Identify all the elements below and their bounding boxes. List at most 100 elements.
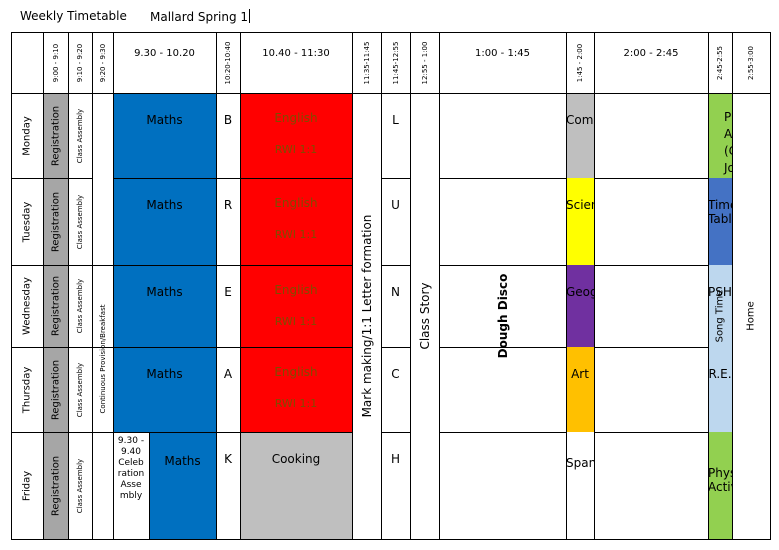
grid-line	[381, 432, 410, 433]
assembly-label: Class Assembly	[76, 108, 84, 163]
header-time-t7: 11:35-11:45	[362, 41, 371, 84]
maths-label: Maths	[146, 198, 183, 212]
afternoon2-subject-label: PSHE	[708, 285, 732, 299]
grid-line	[410, 32, 411, 539]
header-time-t3: 9:20 - 9:30	[98, 43, 107, 82]
break-cell: R	[216, 178, 240, 265]
grid-line	[11, 347, 92, 348]
afternoon-subject-label: Spanish	[566, 456, 594, 470]
celebration-assembly-label: 9.30 - 9.40 Celeb ration Asse mbly	[117, 436, 145, 501]
lunch-letter: L	[392, 113, 399, 127]
registration-label: Registration	[50, 191, 61, 252]
day-label: Wednesday	[21, 277, 33, 335]
header-t14: 2:55-3:00	[732, 32, 770, 93]
grid-line	[708, 32, 709, 539]
grid-line	[149, 432, 150, 539]
assembly-label: Class Assembly	[76, 362, 84, 417]
header-t6: 10.40 - 11:30	[240, 32, 352, 93]
continuous-provision-cell: Continuous Provision/Breakfast	[92, 178, 113, 539]
header-t7: 11:35-11:45	[352, 32, 381, 93]
grid-line	[92, 265, 113, 266]
header-t1: 9:00 - 9:10	[43, 32, 68, 93]
dough-disco-cell: Dough Disco	[439, 93, 566, 539]
grid-line	[240, 32, 241, 539]
grid-line	[113, 347, 352, 348]
registration-cell: Registration	[43, 265, 68, 347]
header-time-t5: 10:20-10:40	[224, 41, 232, 84]
day-cell: Wednesday	[11, 265, 43, 347]
registration-label: Registration	[50, 105, 61, 166]
timetable-title: Weekly Timetable Mallard Spring 1	[20, 9, 251, 24]
break-cell: E	[216, 265, 240, 347]
afternoon2-subject-cell: Physical Activity	[708, 432, 732, 539]
celebration-assembly-cell: 9.30 - 9.40 Celeb ration Asse mbly	[113, 432, 149, 539]
song-time-cell: Song Time	[708, 93, 732, 539]
grid-line	[381, 32, 382, 539]
header-t5: 10:20-10:40	[216, 32, 240, 93]
maths-cell: Maths	[113, 178, 216, 265]
english-cell: English RWI 1:1	[240, 347, 352, 432]
registration-cell: Registration	[43, 347, 68, 432]
afternoon2-subject-cell: Times Tables	[708, 178, 732, 265]
registration-cell: Registration	[43, 432, 68, 539]
day-label: Monday	[21, 115, 33, 156]
rwi-label: RWI 1:1	[274, 315, 318, 328]
grid-line	[11, 32, 12, 539]
grid-line	[113, 432, 352, 433]
break-cell: A	[216, 347, 240, 432]
grid-line	[113, 178, 352, 179]
grid-line	[594, 178, 708, 179]
grid-line	[594, 265, 708, 266]
grid-line	[594, 347, 708, 348]
grid-line	[566, 32, 567, 539]
grid-line	[11, 93, 771, 94]
maths-label: Maths	[146, 285, 183, 299]
day-cell: Monday	[11, 93, 43, 178]
song-time-label: Song Time	[714, 289, 726, 343]
assembly-cell: Class Assembly	[68, 432, 92, 539]
grid-line	[92, 32, 93, 539]
grid-line	[439, 265, 566, 266]
maths-cell: Maths	[113, 93, 216, 178]
header-time-t11: 1:45 - 2:00	[576, 43, 584, 82]
afternoon-subject-cell: Science	[566, 178, 594, 265]
grid-line	[92, 347, 113, 348]
assembly-cell: Class Assembly	[68, 178, 92, 265]
registration-label: Registration	[50, 359, 61, 420]
english-label: English	[274, 365, 318, 379]
grid-line	[594, 32, 595, 539]
break-letter: R	[223, 198, 233, 212]
day-label: Tuesday	[21, 201, 33, 242]
afternoon2-subject-cell: R.E.	[708, 347, 732, 432]
day-label: Friday	[21, 470, 33, 501]
header-time-t8: 11:45-12:55	[391, 41, 400, 84]
break-letter: A	[223, 367, 233, 381]
header-time-t2: 9:10 - 9:20	[76, 43, 84, 82]
afternoon2-subject-cell: PSHE	[708, 265, 732, 347]
english-label: English	[274, 196, 318, 210]
header-t13: 2:45-2:55	[708, 32, 732, 93]
grid-line	[113, 32, 114, 539]
english-label: English	[274, 283, 318, 297]
home-cell: Home	[732, 93, 770, 539]
afternoon-subject-cell: Art	[566, 347, 594, 432]
grid-line	[11, 432, 92, 433]
lunch-cell: H	[381, 432, 410, 539]
header-time-t10: 1:00 - 1:45	[475, 48, 530, 59]
continuous-provision-label: Continuous Provision/Breakfast	[98, 304, 107, 413]
cooking-cell: Cooking	[240, 432, 352, 539]
afternoon-subject-cell: Geography	[566, 265, 594, 347]
afternoon2-subject-label: Physical Activity (Commando Joe)	[724, 110, 732, 175]
grid-line	[381, 265, 410, 266]
grid-line	[11, 32, 771, 33]
lunch-letter: C	[391, 367, 400, 381]
lunch-letter: U	[391, 198, 400, 212]
afternoon-subject-cell: Spanish	[566, 432, 594, 539]
day-cell: Friday	[11, 432, 43, 539]
afternoon2-subject-label: Physical Activity	[708, 466, 732, 494]
lunch-cell: N	[381, 265, 410, 347]
header-time-t12: 2:00 - 2:45	[623, 48, 679, 59]
day-cell: Thursday	[11, 347, 43, 432]
header-t10: 1:00 - 1:45	[439, 32, 566, 93]
assembly-label: Class Assembly	[76, 278, 84, 334]
